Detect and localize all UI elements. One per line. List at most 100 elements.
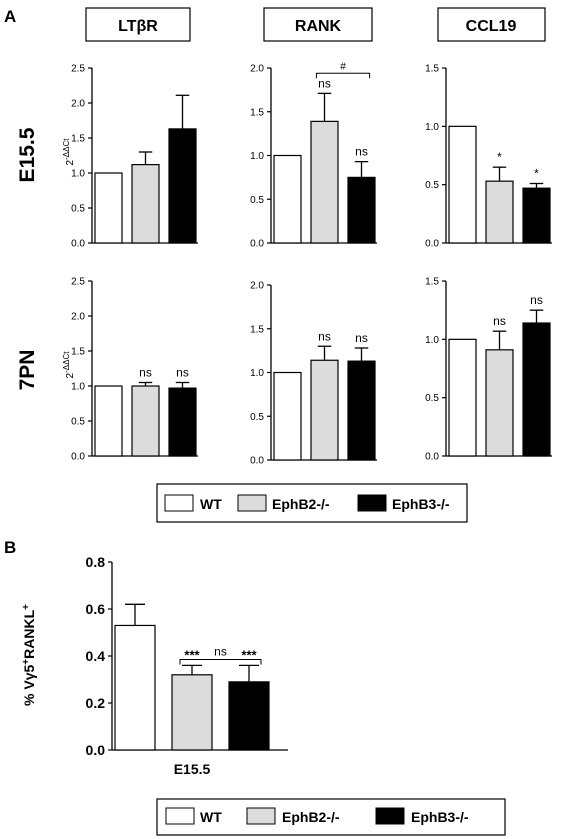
legend-a-wt-swatch <box>164 494 194 512</box>
legend-a-ephb2-swatch <box>237 494 267 512</box>
annotation-ephb2: * <box>497 150 502 164</box>
bar-ephb3 <box>168 128 197 244</box>
legend-b: WT EphB2-/- EphB3-/- <box>156 798 506 836</box>
y-tick-label: 2.0 <box>71 312 85 323</box>
bar-ephb3 <box>522 187 551 244</box>
chart-b-e155: 0.0 0.2 0.4 0.6 0.8 *** *** ns E15.5 <box>86 554 288 777</box>
annotation-ephb3: *** <box>241 647 257 662</box>
annotation-ephb3: ns <box>176 366 189 380</box>
bar-ephb3 <box>347 360 376 461</box>
y-tick-label: 1.5 <box>71 134 85 145</box>
y-tick-label: 1.5 <box>250 107 264 118</box>
y-tick-label: 0.5 <box>425 180 439 191</box>
y-tick-label: 0.0 <box>71 239 85 250</box>
chart-7pn-ltbr: 0.0 0.5 1.0 1.5 2.0 2.5 ns ns <box>71 277 198 463</box>
y-tick-label: 1.5 <box>425 277 439 288</box>
bar-ephb2 <box>310 359 339 461</box>
bar-ephb2 <box>485 349 514 457</box>
significance-bracket <box>179 659 262 665</box>
row-label-7pn: 7PN <box>16 350 39 391</box>
annotation-ephb3: ns <box>355 145 368 159</box>
y-tick-label: 0.2 <box>86 695 106 711</box>
legend-a-wt-label: WT <box>200 496 222 512</box>
column-header-rank: RANK <box>263 7 373 42</box>
legend-a-ephb3-swatch <box>357 494 387 512</box>
y-tick-label: 0.5 <box>250 412 264 423</box>
annotation-ephb2: ns <box>318 76 331 90</box>
y-tick-label: 0.5 <box>71 204 85 215</box>
legend-a-ephb3-label: EphB3-/- <box>392 496 450 512</box>
y-tick-label: 0.0 <box>86 742 106 758</box>
y-tick-label: 0.0 <box>425 452 439 463</box>
bar-ephb2 <box>171 674 213 751</box>
column-header-ccl19: CCL19 <box>437 7 546 42</box>
ylabel-a-row1: 2-ΔΔCt <box>62 138 76 166</box>
y-tick-label: 2.5 <box>71 64 85 75</box>
y-tick-label: 0.5 <box>71 417 85 428</box>
y-tick-label: 1.0 <box>71 382 85 393</box>
ylabel-b: % Vγ5+RANKL+ <box>21 604 37 706</box>
column-header-rank-text: RANK <box>295 18 342 35</box>
y-tick-label: 1.0 <box>250 368 264 379</box>
chart-e155-ccl19: 0.0 0.5 1.0 1.5 * * <box>425 64 552 250</box>
y-tick-label: 2.0 <box>250 281 264 292</box>
bar-ephb2 <box>131 385 160 457</box>
legend-b-wt-swatch <box>165 807 195 825</box>
annotation-ephb2: ns <box>139 366 152 380</box>
bar-wt <box>94 172 123 244</box>
y-tick-label: 0.5 <box>250 195 264 206</box>
y-tick-label: 1.0 <box>425 122 439 133</box>
panel-label-a: A <box>4 7 16 26</box>
annotation-ephb3: ns <box>530 293 543 307</box>
row-label-e155: E15.5 <box>16 127 39 182</box>
bar-wt <box>448 338 477 457</box>
bar-wt <box>273 154 302 244</box>
significance-bracket-label: ns <box>214 645 227 659</box>
column-header-ltbr: LTβR <box>85 7 191 42</box>
x-axis-label: E15.5 <box>174 761 211 777</box>
annotation-ephb3: ns <box>355 331 368 345</box>
bar-ephb2 <box>131 164 160 244</box>
chart-e155-ltbr: 0.0 0.5 1.0 1.5 2.0 2.5 <box>71 64 198 250</box>
y-tick-label: 0.5 <box>425 393 439 404</box>
column-header-ltbr-text: LTβR <box>118 18 158 35</box>
annotation-ephb2: ns <box>493 314 506 328</box>
bar-ephb3 <box>347 176 376 244</box>
y-tick-label: 0.0 <box>425 239 439 250</box>
legend-b-ephb3-swatch <box>375 807 405 825</box>
bar-wt <box>448 125 477 244</box>
y-tick-label: 0.6 <box>86 601 106 617</box>
chart-7pn-ccl19: 0.0 0.5 1.0 1.5 ns ns <box>425 277 552 463</box>
y-tick-label: 0.0 <box>250 456 264 467</box>
bar-wt <box>94 385 123 457</box>
ylabel-a-row2: 2-ΔΔCt <box>62 351 76 379</box>
y-tick-label: 1.5 <box>250 324 264 335</box>
y-tick-label: 0.8 <box>86 554 106 570</box>
y-tick-label: 0.4 <box>86 648 106 664</box>
bar-ephb3 <box>168 387 197 457</box>
annotation-ephb3: * <box>534 167 539 181</box>
bar-ephb3 <box>522 322 551 457</box>
y-tick-label: 0.0 <box>71 452 85 463</box>
significance-bracket <box>315 72 371 79</box>
chart-e155-rank: 0.0 0.5 1.0 1.5 2.0 ns ns # <box>250 61 377 250</box>
legend-a: WT EphB2-/- EphB3-/- <box>156 483 468 523</box>
legend-a-ephb2-label: EphB2-/- <box>272 496 330 512</box>
legend-b-ephb2-label: EphB2-/- <box>282 809 340 825</box>
y-tick-label: 2.0 <box>71 99 85 110</box>
y-tick-label: 2.5 <box>71 277 85 288</box>
y-tick-label: 2.0 <box>250 64 264 75</box>
significance-bracket-label: # <box>340 61 346 72</box>
y-tick-label: 1.0 <box>71 169 85 180</box>
y-tick-label: 1.0 <box>425 335 439 346</box>
y-tick-label: 1.5 <box>425 64 439 75</box>
bar-ephb2 <box>310 120 339 244</box>
y-tick-label: 0.0 <box>250 239 264 250</box>
annotation-ephb2: *** <box>184 647 200 662</box>
panel-label-b: B <box>4 538 16 557</box>
bar-ephb3 <box>228 681 270 751</box>
column-header-ccl19-text: CCL19 <box>466 18 517 35</box>
legend-b-ephb2-swatch <box>246 807 276 825</box>
annotation-ephb2: ns <box>318 329 331 343</box>
